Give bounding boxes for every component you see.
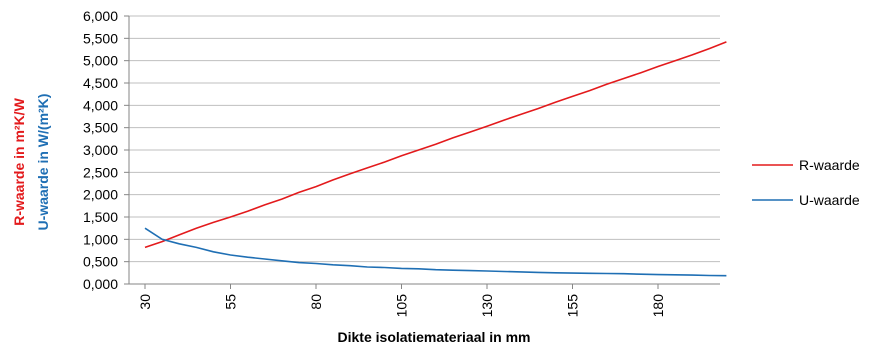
y-axis-label-r: R-waarde in m²K/W: [11, 97, 27, 225]
series-line-r-waarde: [144, 41, 727, 249]
series-lines: [144, 41, 727, 277]
y-axis-label-u: U-waarde in W/(m²K): [35, 94, 51, 231]
y-tick-label: 4,000: [83, 97, 118, 113]
y-tick-label: 3,000: [83, 142, 118, 158]
series-line-u-waarde: [144, 227, 727, 277]
legend-label-u-waarde: U-waarde: [799, 192, 860, 208]
y-tick-label: 1,000: [83, 231, 118, 247]
y-tick-label: 3,500: [83, 120, 118, 136]
y-tick-label: 0,500: [83, 254, 118, 270]
legend: R-waarde U-waarde: [752, 157, 860, 208]
x-tick-label: 105: [394, 294, 410, 318]
y-tick-label: 6,000: [83, 8, 118, 24]
x-tick-label: 55: [223, 294, 239, 310]
y-tick-label: 2,000: [83, 187, 118, 203]
x-tick-label: 155: [565, 294, 581, 318]
grid-lines: [129, 15, 720, 285]
x-tick-label: 30: [137, 294, 153, 310]
x-tick-label: 80: [308, 294, 324, 310]
legend-label-r-waarde: R-waarde: [799, 157, 860, 173]
y-tick-label: 5,500: [83, 30, 118, 46]
y-tick-label: 2,500: [83, 164, 118, 180]
axes: [124, 15, 720, 289]
y-tick-label: 0,000: [83, 276, 118, 292]
y-tick-label: 1,500: [83, 209, 118, 225]
x-tick-label: 180: [650, 294, 666, 318]
y-tick-label: 4,500: [83, 75, 118, 91]
x-axis-label: Dikte isolatiemateriaal in mm: [338, 329, 531, 345]
y-tick-label: 5,000: [83, 53, 118, 69]
y-tick-labels: 0,000 0,500 1,000 1,500 2,000 2,500 3,000 3,500…: [83, 8, 118, 292]
x-tick-labels: 30 55 80 105 130 155 180: [137, 294, 666, 318]
x-tick-label: 130: [479, 294, 495, 318]
